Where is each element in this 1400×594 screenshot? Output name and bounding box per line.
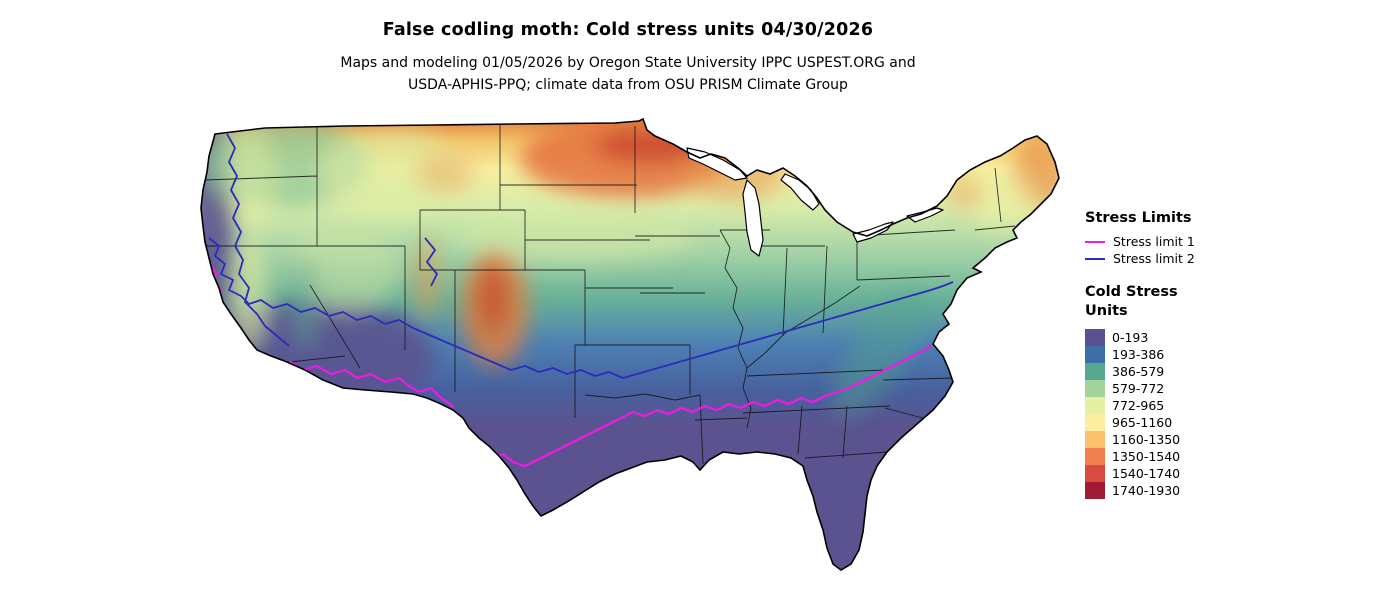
stress-limit-legend-item: Stress limit 1 bbox=[1085, 233, 1260, 250]
cold-stress-scale: 0-193 193-386 386-579 579-772 772-965 965-116… bbox=[1085, 329, 1260, 499]
cold-stress-bin-row: 1350-1540 bbox=[1085, 448, 1260, 465]
cold-stress-bin-label: 1160-1350 bbox=[1112, 432, 1181, 447]
cold-stress-bin-row: 0-193 bbox=[1085, 329, 1260, 346]
stress-limit-label: Stress limit 2 bbox=[1113, 251, 1195, 266]
cold-stress-bin-label: 386-579 bbox=[1112, 364, 1165, 379]
cold-stress-bin-row: 1540-1740 bbox=[1085, 465, 1260, 482]
cold-stress-bin-label: 0-193 bbox=[1112, 330, 1149, 345]
cold-stress-bin-swatch bbox=[1085, 380, 1105, 397]
cold-stress-bin-swatch bbox=[1085, 397, 1105, 414]
cold-stress-bin-label: 772-965 bbox=[1112, 398, 1165, 413]
lake-michigan bbox=[742, 179, 764, 257]
cold-stress-bin-label: 965-1160 bbox=[1112, 415, 1173, 430]
cold-stress-legend-title: Cold Stress Units bbox=[1085, 283, 1260, 321]
cold-stress-bin-row: 1740-1930 bbox=[1085, 482, 1260, 499]
cold-stress-bin-swatch bbox=[1085, 431, 1105, 448]
cold-stress-bin-swatch bbox=[1085, 448, 1105, 465]
cold-stress-title-line-1: Cold Stress bbox=[1085, 284, 1178, 300]
state-borders bbox=[201, 125, 1016, 465]
cold-stress-bin-swatch bbox=[1085, 346, 1105, 363]
cold-stress-bin-row: 193-386 bbox=[1085, 346, 1260, 363]
stress-limits-legend-title: Stress Limits bbox=[1085, 210, 1192, 226]
cold-stress-bin-swatch bbox=[1085, 465, 1105, 482]
cold-stress-bin-swatch bbox=[1085, 329, 1105, 346]
legend-panel: Stress Limits Stress limit 1 Stress limit… bbox=[1085, 210, 1260, 499]
subtitle-line-2: USDA-APHIS-PPQ; climate data from OSU PR… bbox=[408, 77, 848, 93]
us-cold-stress-map bbox=[195, 118, 1065, 588]
stress-limit-line-swatch bbox=[1085, 257, 1105, 260]
great-lakes bbox=[686, 147, 944, 257]
stress-limit-label: Stress limit 1 bbox=[1113, 234, 1195, 249]
cold-stress-bin-row: 1160-1350 bbox=[1085, 431, 1260, 448]
map-subtitle: Maps and modeling 01/05/2026 by Oregon S… bbox=[0, 52, 1256, 96]
header: False codling moth: Cold stress units 04… bbox=[0, 0, 1256, 96]
stress-limit-2-line bbox=[208, 133, 954, 379]
lake-ontario bbox=[906, 207, 944, 223]
subtitle-line-1: Maps and modeling 01/05/2026 by Oregon S… bbox=[340, 55, 916, 71]
lake-superior bbox=[686, 147, 748, 181]
cold-stress-bin-label: 1350-1540 bbox=[1112, 449, 1181, 464]
cold-stress-bin-label: 193-386 bbox=[1112, 347, 1165, 362]
cold-stress-bin-swatch bbox=[1085, 414, 1105, 431]
page-title: False codling moth: Cold stress units 04… bbox=[382, 20, 874, 40]
map-svg bbox=[200, 118, 1060, 571]
cold-stress-bin-row: 579-772 bbox=[1085, 380, 1260, 397]
cold-stress-bin-row: 965-1160 bbox=[1085, 414, 1260, 431]
cold-stress-title-line-2: Units bbox=[1085, 303, 1128, 319]
cold-stress-bin-swatch bbox=[1085, 482, 1105, 499]
cold-stress-bin-label: 1540-1740 bbox=[1112, 466, 1181, 481]
stress-limit-line-swatch bbox=[1085, 240, 1105, 243]
cold-stress-bin-label: 1740-1930 bbox=[1112, 483, 1181, 498]
cold-stress-bin-row: 772-965 bbox=[1085, 397, 1260, 414]
cold-stress-bin-row: 386-579 bbox=[1085, 363, 1260, 380]
cold-stress-bin-label: 579-772 bbox=[1112, 381, 1165, 396]
cold-stress-bin-swatch bbox=[1085, 363, 1105, 380]
stress-limit-legend-item: Stress limit 2 bbox=[1085, 250, 1260, 267]
stress-limits-legend: Stress limit 1 Stress limit 2 bbox=[1085, 233, 1260, 267]
